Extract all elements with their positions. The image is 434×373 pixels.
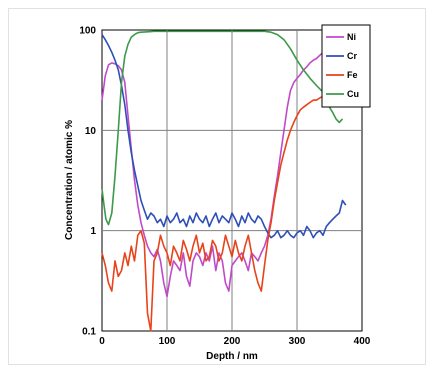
tick-labels: 0 100 200 300 400 0.1 1 10 100 bbox=[79, 26, 370, 348]
y-tick-label: 100 bbox=[79, 26, 96, 37]
x-tick-label: 400 bbox=[354, 336, 371, 347]
y-tick-label: 0.1 bbox=[82, 327, 96, 338]
legend-label-cu: Cu bbox=[347, 89, 359, 99]
x-tick-label: 100 bbox=[159, 336, 176, 347]
x-tick-label: 200 bbox=[224, 336, 241, 347]
legend-label-fe: Fe bbox=[347, 70, 358, 80]
y-tick-label: 10 bbox=[85, 126, 97, 137]
legend-label-cr: Cr bbox=[347, 51, 357, 61]
y-tick-label: 1 bbox=[90, 226, 96, 237]
legend: Ni Cr Fe Cu bbox=[321, 24, 371, 108]
legend-label-ni: Ni bbox=[347, 32, 356, 42]
series-line-ni bbox=[101, 51, 330, 298]
series-line-fe bbox=[101, 93, 343, 332]
x-tick-label: 300 bbox=[289, 336, 306, 347]
series-line-cr bbox=[101, 34, 347, 239]
x-axis-title: Depth / nm bbox=[206, 351, 258, 362]
x-tick-label: 0 bbox=[99, 336, 105, 347]
y-axis-title: Concentration / atomic % bbox=[64, 120, 75, 240]
